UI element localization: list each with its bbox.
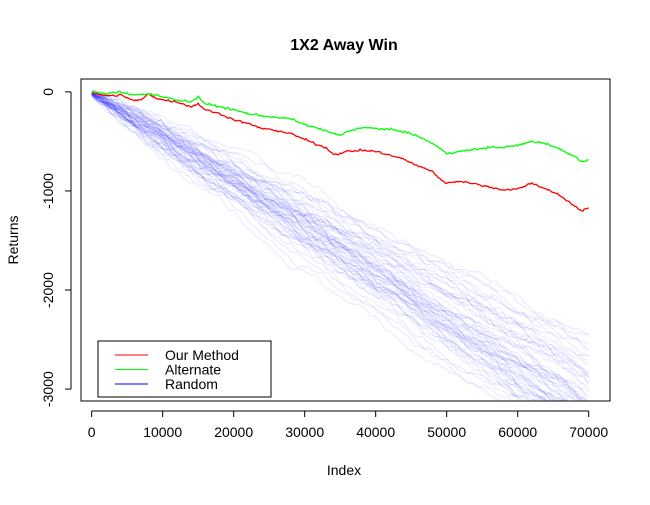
random-series-line — [91, 92, 590, 393]
x-tick-label: 40000 — [356, 424, 395, 440]
random-series-group — [91, 89, 590, 401]
x-tick-label: 70000 — [569, 424, 608, 440]
random-series-line — [91, 92, 556, 401]
legend-label: Random — [165, 376, 218, 392]
axes-group: 0 10000 20000 30000 40000 50000 60000 70000 0 -10… — [40, 88, 608, 440]
series-group — [91, 90, 589, 212]
legend-label: Our Method — [165, 347, 239, 363]
random-series-line — [91, 90, 584, 401]
random-series-line — [91, 93, 590, 358]
random-series-line — [91, 92, 587, 401]
random-series-line — [91, 93, 590, 389]
random-series-line — [91, 92, 589, 401]
random-series-line — [91, 90, 589, 361]
random-series-line — [91, 91, 589, 336]
x-tick-label: 30000 — [285, 424, 324, 440]
random-series-line — [91, 93, 536, 401]
x-tick-label: 50000 — [427, 424, 466, 440]
series-line-our-method — [91, 91, 589, 212]
random-series-line — [91, 92, 590, 379]
random-series-line — [91, 95, 580, 401]
random-series-line — [91, 93, 589, 345]
x-axis-label: Index — [327, 462, 361, 478]
random-series-line — [91, 91, 590, 374]
random-series-line — [91, 92, 567, 401]
random-series-line — [91, 92, 583, 401]
x-tick-label: 0 — [88, 424, 96, 440]
random-series-line — [91, 94, 589, 365]
chart-title: 1X2 Away Win — [290, 37, 397, 54]
x-tick-label: 60000 — [498, 424, 537, 440]
random-series-line — [91, 92, 520, 401]
random-series-line — [91, 93, 569, 401]
series-line-alternate — [91, 90, 589, 163]
random-series-line — [91, 93, 549, 401]
y-tick-label: 0 — [40, 88, 56, 96]
y-tick-label: -1000 — [40, 173, 56, 209]
random-series-line — [91, 92, 584, 401]
random-series-line — [91, 95, 522, 401]
random-series-line — [91, 92, 583, 401]
random-series-line — [91, 94, 569, 401]
random-series-line — [91, 93, 544, 401]
random-series-line — [91, 95, 513, 401]
random-series-line — [91, 94, 585, 401]
random-series-line — [91, 93, 529, 401]
random-series-line — [91, 93, 531, 401]
random-series-line — [91, 89, 590, 383]
random-series-line — [91, 93, 589, 336]
x-tick-label: 10000 — [143, 424, 182, 440]
random-series-line — [91, 93, 577, 401]
random-series-line — [91, 90, 589, 375]
random-series-line — [91, 92, 568, 401]
random-series-line — [91, 92, 589, 350]
random-series-line — [91, 94, 547, 401]
random-series-line — [91, 92, 556, 401]
random-series-line — [91, 94, 564, 401]
random-series-line — [91, 91, 549, 401]
random-series-line — [91, 92, 589, 398]
random-series-line — [91, 92, 558, 401]
random-series-line — [91, 94, 546, 401]
random-series-line — [91, 93, 569, 401]
random-series-line — [91, 93, 589, 377]
random-series-line — [91, 91, 589, 383]
random-series-line — [91, 91, 590, 352]
random-series-line — [91, 92, 589, 396]
y-tick-label: -2000 — [40, 272, 56, 308]
random-series-line — [91, 91, 510, 401]
random-series-line — [91, 91, 587, 401]
random-series-line — [91, 89, 576, 401]
random-series-line — [91, 90, 523, 401]
random-series-line — [91, 92, 589, 378]
random-series-line — [91, 89, 582, 401]
y-tick-label: -3000 — [40, 371, 56, 407]
random-series-line — [91, 92, 589, 385]
random-series-line — [91, 92, 589, 357]
x-tick-label: 20000 — [214, 424, 253, 440]
random-series-line — [91, 93, 530, 401]
random-series-line — [91, 91, 590, 376]
plot-frame — [80, 78, 611, 402]
random-series-line — [91, 91, 552, 401]
random-series-line — [91, 91, 567, 401]
y-axis-label: Returns — [5, 215, 21, 264]
legend-label: Alternate — [165, 362, 221, 378]
random-series-line — [91, 92, 550, 401]
